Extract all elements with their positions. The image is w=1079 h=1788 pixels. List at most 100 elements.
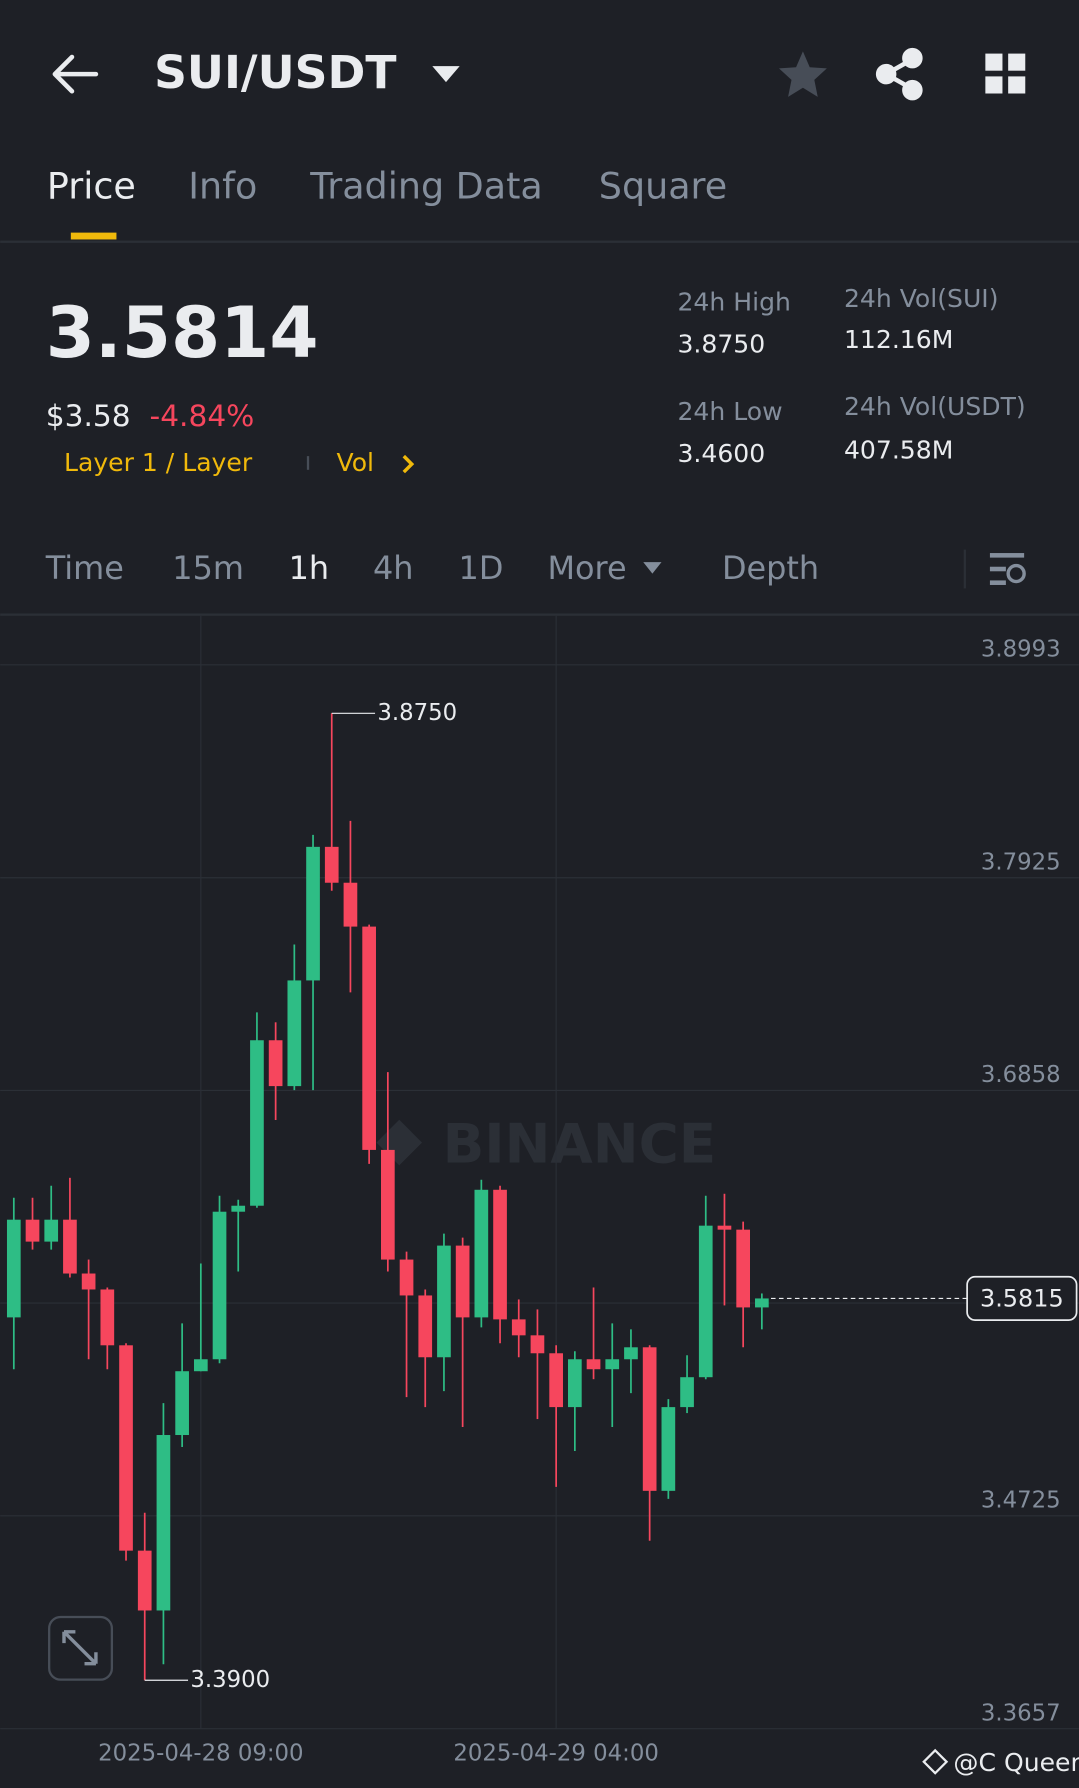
- pair-title[interactable]: SUI/USDT: [154, 46, 396, 99]
- candle-body: [306, 846, 320, 981]
- stat-value: 407.58M: [844, 436, 953, 465]
- candle-body: [717, 1225, 732, 1230]
- divider: [0, 613, 1079, 616]
- credit: @C Queen: [953, 1748, 1079, 1777]
- candle-body: [268, 1040, 283, 1087]
- candle-body: [399, 1259, 414, 1296]
- divider: [0, 240, 1079, 243]
- chart-settings[interactable]: [989, 553, 1026, 585]
- candle-body: [549, 1353, 563, 1408]
- y-tick-label: 3.7925: [981, 849, 1061, 875]
- tab[interactable]: Trading Data: [309, 165, 542, 208]
- stat-label: 24h Vol(SUI): [844, 284, 999, 313]
- candle-body: [25, 1219, 40, 1242]
- interval[interactable]: Time: [45, 549, 124, 587]
- stat-label: 24h Vol(USDT): [844, 392, 1026, 421]
- candle-body: [455, 1245, 470, 1318]
- y-tick-label: 3.6858: [981, 1062, 1061, 1088]
- usd-price: $3.58: [46, 398, 131, 433]
- credit-icon: [922, 1748, 949, 1775]
- tab[interactable]: Price: [47, 165, 136, 208]
- tag-chevron: [402, 454, 415, 474]
- x-tick-label: 2025-04-28 09:00: [98, 1740, 303, 1766]
- candle-body: [474, 1189, 489, 1318]
- candle-body: [343, 882, 358, 927]
- interval[interactable]: 4h: [373, 549, 414, 587]
- tag[interactable]: Layer 1 / Layer: [64, 448, 253, 477]
- tab[interactable]: Square: [599, 165, 727, 208]
- interval[interactable]: More: [547, 549, 626, 587]
- stat-label: 24h High: [677, 287, 790, 316]
- candle-body: [586, 1359, 601, 1370]
- grid-cell: [985, 76, 1003, 94]
- candle-body: [736, 1229, 751, 1308]
- candle-body: [642, 1347, 657, 1491]
- candle-body: [119, 1345, 133, 1551]
- stat-value: 3.4600: [677, 439, 765, 468]
- last-price: 3.5814: [46, 291, 319, 374]
- y-tick-label: 3.8993: [981, 636, 1061, 662]
- candle-body: [287, 980, 302, 1087]
- x-tick-label: 2025-04-29 04:00: [453, 1740, 658, 1766]
- candle-body: [530, 1335, 545, 1354]
- grid-button[interactable]: [985, 53, 1026, 94]
- candle-body: [698, 1225, 713, 1378]
- candle-body: [755, 1298, 769, 1308]
- expand-frame: [48, 1615, 114, 1681]
- back-button[interactable]: [52, 54, 99, 94]
- grid-cell: [1008, 76, 1026, 94]
- y-tick-label: 3.4725: [981, 1487, 1061, 1513]
- candle-body: [175, 1371, 189, 1436]
- share-dot: [875, 63, 897, 85]
- favorite-star[interactable]: [778, 51, 827, 97]
- low-label: 3.3900: [190, 1667, 270, 1693]
- candle-body: [418, 1295, 433, 1358]
- more-caret: [643, 562, 662, 574]
- expand-icon: [62, 1630, 98, 1666]
- candle-body: [231, 1205, 246, 1212]
- stat-label: 24h Low: [677, 397, 782, 426]
- expand-button[interactable]: [48, 1615, 114, 1681]
- pair-caret[interactable]: [432, 66, 460, 83]
- stat-value: 3.8750: [677, 330, 765, 359]
- divider: [963, 549, 966, 589]
- candle-body: [250, 1040, 264, 1206]
- interval[interactable]: 15m: [172, 549, 244, 587]
- candle-body: [661, 1407, 676, 1491]
- last-price-box: [966, 1275, 1078, 1321]
- back-arrow: [52, 54, 99, 94]
- share-button[interactable]: [875, 47, 923, 101]
- interval[interactable]: 1D: [459, 549, 504, 587]
- settings-bar: [989, 566, 1006, 572]
- tab[interactable]: Info: [188, 165, 257, 208]
- candlestick-chart: 3.89933.79253.68583.57923.47253.36572025…: [0, 615, 1079, 1766]
- candle-body: [63, 1219, 77, 1274]
- share-dot: [902, 79, 923, 101]
- interval[interactable]: Depth: [722, 549, 819, 587]
- settings-bar: [989, 553, 1025, 558]
- candle-body: [81, 1273, 96, 1290]
- candle-body: [493, 1189, 507, 1320]
- candle-body: [605, 1359, 620, 1370]
- candle-body: [680, 1377, 694, 1408]
- settings-gear: [1006, 563, 1026, 584]
- interval[interactable]: 1h: [289, 549, 330, 587]
- price-change: -4.84%: [150, 398, 255, 433]
- tab-indicator: [70, 232, 117, 240]
- grid-cell: [1008, 53, 1026, 71]
- candle-body: [100, 1289, 115, 1346]
- last-price-label: 3.5815: [980, 1285, 1064, 1313]
- share-dot: [902, 47, 923, 69]
- candle-body: [511, 1319, 526, 1336]
- candle-body: [44, 1219, 59, 1242]
- tag[interactable]: Vol: [337, 448, 375, 477]
- candle-body: [362, 926, 376, 1150]
- candle-body: [193, 1359, 208, 1372]
- watermark: BINANCE: [443, 1111, 717, 1175]
- grid-cell: [985, 53, 1003, 71]
- candle-body: [156, 1435, 171, 1611]
- candle-body: [137, 1550, 152, 1611]
